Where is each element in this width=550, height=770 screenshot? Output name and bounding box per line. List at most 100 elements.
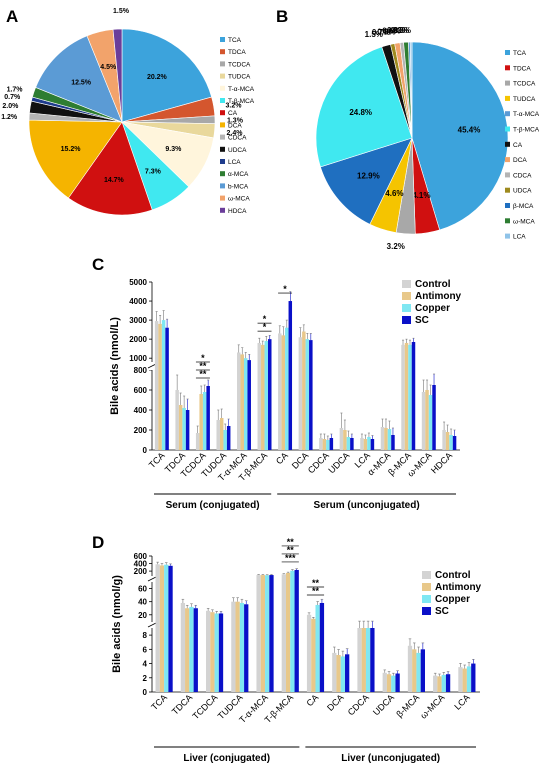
y-tick-label: 400 <box>134 406 148 415</box>
significance-mark: ** <box>312 586 320 596</box>
bar-copper-tca <box>161 320 166 450</box>
pie-label-t-alpha-mca: 9.3% <box>165 146 182 153</box>
bar-copper-tcdca <box>214 613 219 692</box>
bar-control-omega-mca <box>421 392 426 450</box>
bar-antimony-tudca <box>235 601 240 692</box>
bar-control-ca <box>278 333 282 450</box>
bar-copper-tcdca <box>202 392 207 450</box>
bar-sc-tca <box>165 327 169 450</box>
bar-copper-cdca <box>326 440 330 450</box>
y-tick-label: 8 <box>143 631 148 640</box>
x-tick-label-dca: DCA <box>325 692 346 713</box>
bar-antimony-tdca <box>178 405 183 450</box>
legend-label-udca: UDCA <box>228 147 247 154</box>
legend-swatch-udca <box>505 187 510 193</box>
bar-copper-tdca <box>189 606 194 692</box>
legend-label-sc: SC <box>415 315 429 326</box>
x-tick-label-cdca: CDCA <box>306 450 331 475</box>
bar-copper-udca <box>391 675 396 692</box>
bar-control-lca <box>458 667 463 692</box>
pie-label-tcdca: 1.3% <box>227 117 244 124</box>
legend-swatch-antimony <box>422 583 431 591</box>
panel-label-a: A <box>6 7 18 26</box>
bar-antimony-t-beta-mca <box>261 344 265 450</box>
group-bracket-label: Liver (conjugated) <box>183 753 270 764</box>
bar-control-lca <box>360 438 364 450</box>
legend-swatch-tcdca <box>220 61 225 67</box>
y-tick-label: 1000 <box>129 354 147 363</box>
y-tick-label: 600 <box>134 552 148 561</box>
axis-break-gap <box>148 576 480 582</box>
pie-label-t-beta-mca: 24.8% <box>349 108 372 117</box>
y-tick-label: 5000 <box>129 278 147 287</box>
legend-swatch-b-mca <box>220 183 225 189</box>
legend-swatch-t-beta-mca <box>505 126 510 132</box>
bar-control-udca <box>382 672 387 692</box>
legend-label-lca: LCA <box>228 159 241 166</box>
legend-label-tudca: TUDCA <box>228 74 251 81</box>
bar-antimony-tca <box>159 565 165 692</box>
bar-antimony-ca <box>311 618 316 692</box>
legend-swatch-ca <box>220 110 225 116</box>
y-tick-label: 0 <box>143 688 148 697</box>
pie-label-start: 1.5% <box>113 8 130 15</box>
bar-copper-ca <box>315 604 320 692</box>
axis-break-mark <box>147 622 157 628</box>
bar-control-omega-mca <box>433 675 438 692</box>
bar-sc-tdca <box>193 608 198 692</box>
y-tick-label: 0 <box>143 446 148 455</box>
pie-label-ca: 1.5% <box>365 30 383 39</box>
pie-slice-lca <box>409 41 413 139</box>
pie-label-t-alpha-mca: 0.3% <box>391 26 409 35</box>
legend-label-omega-mca: ω-MCA <box>228 196 250 203</box>
pie-slice-hdca <box>112 28 123 123</box>
legend-label-b-mca: b-MCA <box>228 183 249 190</box>
bar-copper-beta-mca <box>408 344 412 450</box>
axis-break-mark <box>147 363 157 369</box>
x-tick-label-cdca: CDCA <box>346 692 371 717</box>
pie-label-lca: 0.3% <box>393 26 411 35</box>
bar-copper-omega-mca <box>441 674 446 692</box>
legend-label-alpha-mca: α-MCA <box>228 171 249 178</box>
y-tick-label: 20 <box>138 611 147 620</box>
bar-antimony-alpha-mca <box>384 428 388 450</box>
x-tick-label-beta-mca: β-MCA <box>394 692 421 719</box>
y-axis-label: Bile acids (nmol/L) <box>109 317 121 415</box>
bar-antimony-cdca <box>361 628 366 692</box>
legend-swatch-tdca <box>505 65 510 71</box>
bar-sc-t-alpha-mca <box>269 575 274 692</box>
bar-sc-alpha-mca <box>391 435 395 450</box>
pie-slice-b-mca <box>35 35 123 123</box>
y-tick-label: 600 <box>134 386 148 395</box>
bar-copper-t-beta-mca <box>264 341 269 450</box>
bar-sc-omega-mca <box>445 674 451 692</box>
x-tick-label-tca: TCA <box>149 692 169 712</box>
bar-antimony-cdca <box>322 439 327 450</box>
bar-sc-ca <box>319 602 325 692</box>
bar-control-cdca <box>319 438 323 450</box>
bar-antimony-beta-mca <box>412 649 417 692</box>
bar-antimony-beta-mca <box>404 342 409 450</box>
bar-sc-lca <box>471 663 476 692</box>
legend-swatch-dca <box>505 157 510 163</box>
legend-label-tudca: TUDCA <box>513 96 536 103</box>
legend-swatch-tudca <box>220 73 225 79</box>
panel-label-d: D <box>92 533 104 552</box>
x-tick-label-omega-mca: ω-MCA <box>418 692 446 720</box>
significance-mark: * <box>201 353 205 363</box>
x-tick-label-lca: LCA <box>452 692 471 711</box>
legend-label-tca: TCA <box>513 50 527 57</box>
bar-sc-udca <box>350 438 354 450</box>
bar-sc-cdca <box>370 628 375 692</box>
pie-slice-tca <box>121 28 212 123</box>
legend-swatch-t-alpha-mca <box>220 85 225 91</box>
bar-antimony-dca <box>336 655 341 692</box>
pie-label-omega-mca: 0.8% <box>387 26 405 35</box>
pie-label-tca: 45.4% <box>458 126 481 135</box>
bar-control-dca <box>332 652 337 692</box>
legend-swatch-tcdca <box>505 80 510 86</box>
axis-break-mark <box>147 576 157 582</box>
legend-label-antimony: Antimony <box>415 291 462 302</box>
pie-label-alpha-mca: 1.7% <box>7 86 24 93</box>
bar-copper-tudca <box>239 602 245 692</box>
